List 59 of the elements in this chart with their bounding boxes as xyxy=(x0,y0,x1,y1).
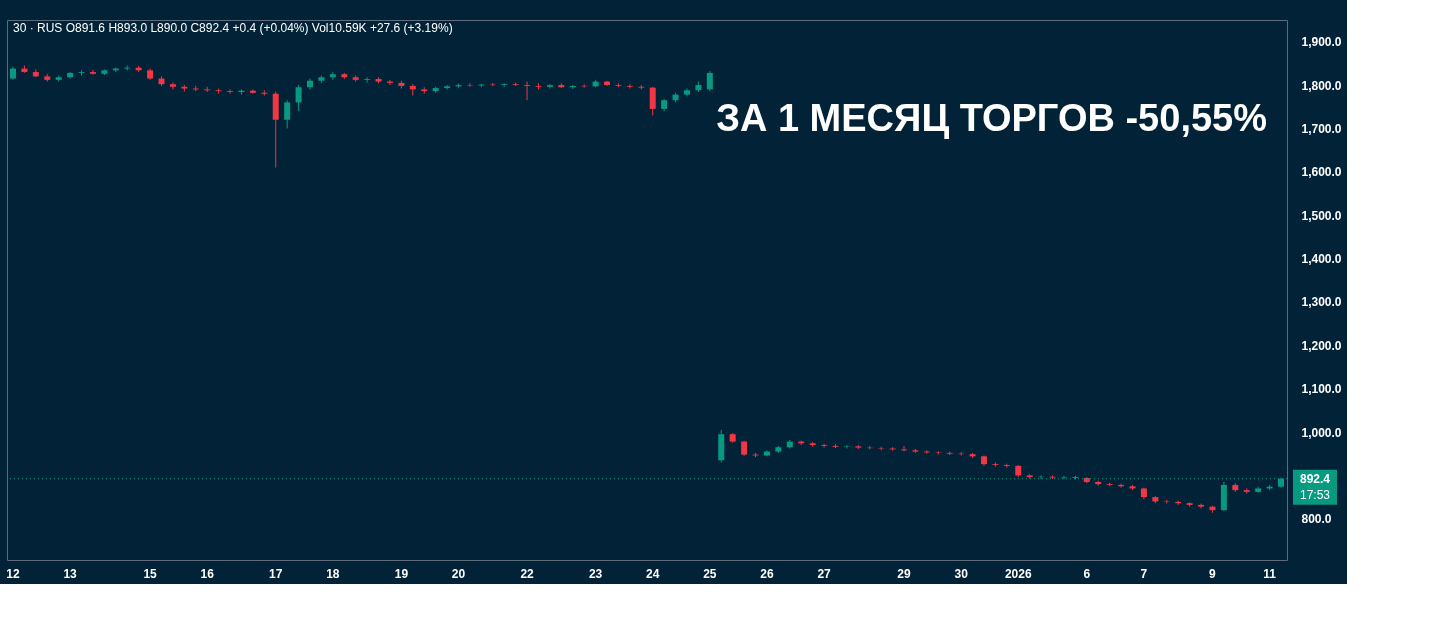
x-tick-label: 2026 xyxy=(1004,566,1032,581)
x-tick-label: 27 xyxy=(817,566,832,581)
x-tick-label: 18 xyxy=(326,566,340,581)
candlestick xyxy=(1049,474,1056,480)
ref-line-label: 892.4 xyxy=(1299,471,1331,486)
x-tick-label: 25 xyxy=(703,566,717,581)
y-tick-label: 1,400.0 xyxy=(1301,252,1342,267)
candlestick xyxy=(901,445,908,453)
x-tick-label: 24 xyxy=(646,566,660,581)
candlestick xyxy=(935,450,942,456)
candlestick xyxy=(227,88,234,95)
x-tick-label: 12 xyxy=(6,566,20,581)
y-tick-label: 800.0 xyxy=(1301,512,1332,527)
x-tick-label: 26 xyxy=(760,566,774,581)
y-tick-label: 1,800.0 xyxy=(1301,78,1342,93)
x-tick-label: 15 xyxy=(143,566,158,581)
x-tick-label: 19 xyxy=(394,566,409,581)
candlestick xyxy=(295,84,302,112)
y-tick-label: 1,600.0 xyxy=(1301,165,1342,180)
y-tick-label: 1,200.0 xyxy=(1301,338,1342,353)
candlestick xyxy=(546,83,553,90)
x-tick-label: 17 xyxy=(269,566,283,581)
candlestick xyxy=(501,82,508,88)
x-tick-label: 13 xyxy=(63,566,78,581)
candlestick xyxy=(249,88,256,95)
chart-subtitle: 30 · RUS O891.6 H893.0 L890.0 C892.4 +0.4 (+0.04%) Vol10.59K +27.6 (+3.19%) xyxy=(13,21,453,35)
x-tick-label: 16 xyxy=(200,566,215,581)
x-tick-label: 29 xyxy=(897,566,912,581)
candlestick xyxy=(169,81,176,90)
candlestick xyxy=(512,81,519,87)
x-tick-label: 6 xyxy=(1083,566,1091,581)
candlestick xyxy=(78,69,85,77)
candlestick xyxy=(843,444,850,450)
x-tick-label: 23 xyxy=(588,566,603,581)
y-tick-label: 1,000.0 xyxy=(1301,425,1342,440)
candlestick xyxy=(706,70,713,92)
x-tick-label: 9 xyxy=(1209,566,1217,581)
candlestick xyxy=(626,83,633,90)
candlestick xyxy=(649,86,656,116)
candlestick xyxy=(524,81,531,101)
x-tick-label: 22 xyxy=(520,566,535,581)
candlestick xyxy=(89,69,96,76)
candlestick xyxy=(992,461,999,468)
y-tick-label: 1,300.0 xyxy=(1301,295,1342,310)
candlestick xyxy=(329,71,336,81)
y-tick-label: 1,100.0 xyxy=(1301,382,1342,397)
y-tick-label: 1,500.0 xyxy=(1301,208,1342,223)
y-tick-label: 1,900.0 xyxy=(1301,35,1342,50)
x-tick-label: 7 xyxy=(1140,566,1148,581)
y-tick-label: 1,700.0 xyxy=(1301,121,1342,136)
candlestick xyxy=(364,76,371,83)
x-tick-label: 11 xyxy=(1263,566,1277,581)
candlestick xyxy=(284,99,291,129)
candlestick xyxy=(444,84,451,90)
x-tick-label: 20 xyxy=(451,566,466,581)
annotation: ЗА 1 МЕСЯЦ ТОРГОВ -50,55% xyxy=(716,97,1267,139)
text: 17:53 xyxy=(1299,487,1331,502)
candlestick xyxy=(821,443,828,449)
x-tick-label: 30 xyxy=(954,566,969,581)
